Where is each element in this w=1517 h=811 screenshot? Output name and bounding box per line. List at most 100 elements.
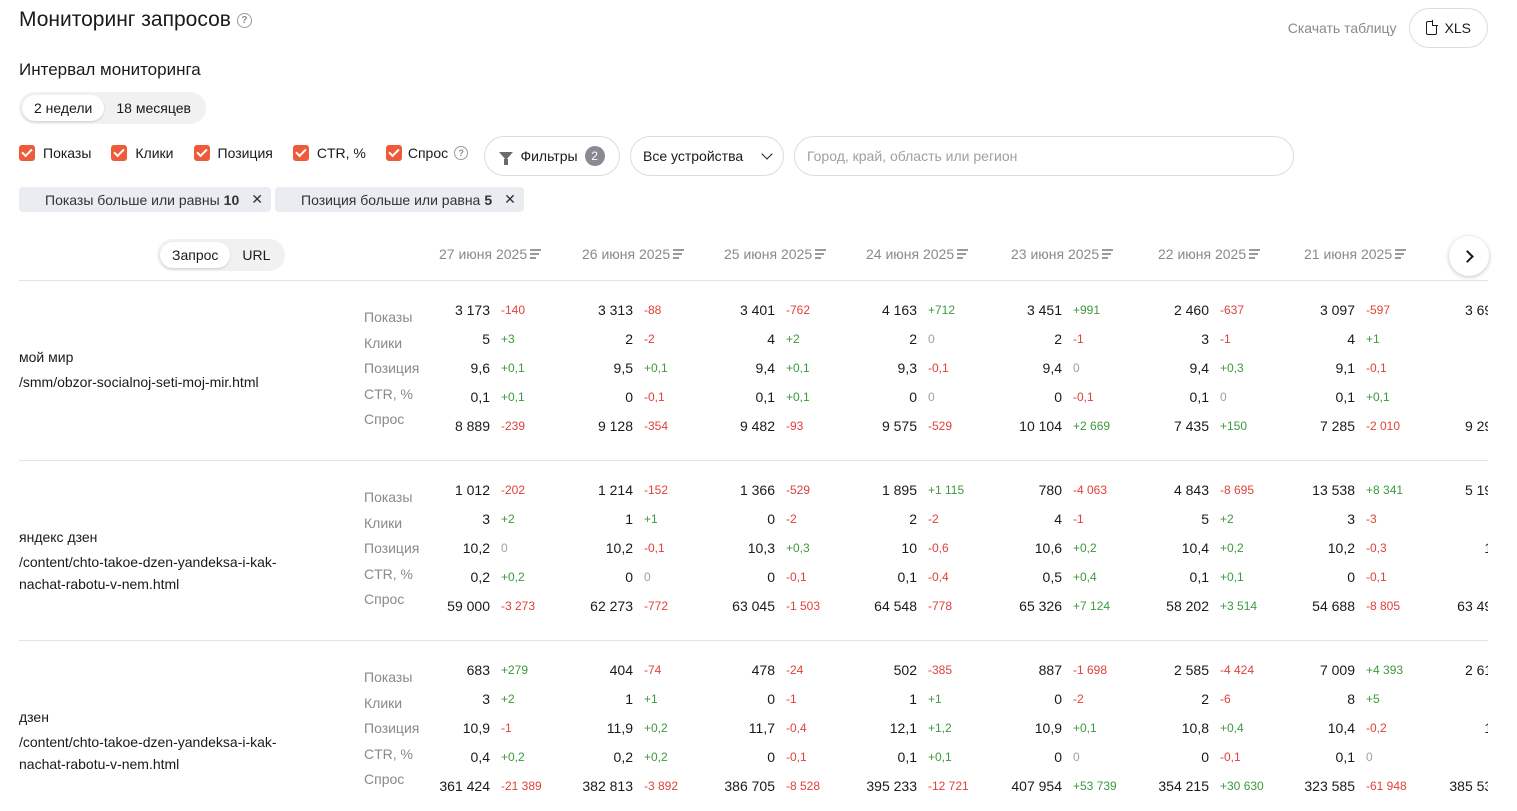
metric-value: 13 538 [1312, 482, 1355, 498]
metric-value: 10,6 [1034, 540, 1062, 556]
region-input[interactable] [794, 136, 1294, 176]
sort-icon[interactable] [815, 249, 827, 259]
page-title-text: Мониторинг запросов [19, 8, 231, 31]
query-url-line: /content/chto-takoe-dzen-yandeksa-i-kak- [19, 554, 277, 570]
metric-delta: -385 [928, 663, 953, 677]
date-column-header[interactable]: 24 июня 2025 [866, 246, 969, 262]
metric-value: 8 889 [454, 418, 490, 434]
next-page-button[interactable] [1449, 236, 1489, 276]
metric-delta: -2 [644, 332, 655, 346]
interval-option-18-months[interactable]: 18 месяцев [116, 100, 191, 116]
metric-value: 10,4 [1181, 540, 1209, 556]
filters-button[interactable]: Фильтры 2 [484, 136, 620, 176]
metric-delta: -778 [928, 599, 953, 613]
metric-value: 9 575 [881, 418, 917, 434]
help-icon[interactable]: ? [454, 146, 469, 160]
query-url[interactable]: /content/chto-takoe-dzen-yandeksa-i-kak-… [19, 551, 309, 595]
funnel-icon [499, 152, 514, 165]
date-column-header[interactable]: 21 июня 2025 [1304, 246, 1407, 262]
checkbox-position[interactable]: Позиция [193, 145, 273, 161]
sort-icon[interactable] [1249, 249, 1261, 259]
query-url[interactable]: /content/chto-takoe-dzen-yandeksa-i-kak-… [19, 731, 309, 775]
metric-value: 502 [893, 662, 917, 678]
download-table: Скачать таблицу XLS [1288, 8, 1488, 48]
metric-delta: -1 [501, 721, 512, 735]
metric-delta: -0,1 [644, 541, 665, 555]
checkbox-checked-icon[interactable] [111, 145, 128, 161]
checkbox-checked-icon[interactable] [19, 145, 35, 161]
sort-icon[interactable] [530, 249, 542, 259]
metric-delta: -21 389 [501, 779, 542, 793]
metric-delta: -88 [644, 303, 662, 317]
metric-delta: -140 [501, 303, 526, 317]
help-icon[interactable]: ? [236, 12, 252, 28]
metric-delta: 0 [1073, 750, 1080, 764]
metric-delta: -772 [644, 599, 669, 613]
metric-delta: +0,1 [1220, 570, 1244, 584]
query-name[interactable]: яндекс дзен [19, 529, 98, 545]
checkbox-clicks[interactable]: Клики [111, 145, 174, 161]
metric-delta: -3 273 [501, 599, 536, 613]
query-url[interactable]: /smm/obzor-socialnoj-seti-moj-mir.html [19, 371, 309, 393]
date-column-header[interactable]: 26 июня 2025 [582, 246, 685, 262]
close-icon[interactable]: ✕ [251, 191, 263, 207]
xls-download-button[interactable]: XLS [1408, 8, 1488, 48]
query-name[interactable]: дзен [19, 709, 49, 725]
metric-delta: -0,1 [1220, 750, 1241, 764]
metric-delta: +0,3 [1220, 361, 1244, 375]
metric-delta: -8 528 [786, 779, 821, 793]
mode-option-url[interactable]: URL [242, 247, 271, 263]
filter-chip-impressions: Показы больше или равны 10 ✕ [19, 187, 271, 212]
date-column-header[interactable]: 23 июня 2025 [1011, 246, 1114, 262]
metric-value: 10,9 [462, 720, 490, 736]
metric-value: 323 585 [1304, 778, 1355, 794]
interval-switch: 2 недели 18 месяцев [19, 92, 206, 124]
mode-option-query[interactable]: Запрос [160, 242, 231, 268]
metric-delta: +0,2 [1220, 541, 1244, 555]
sort-icon[interactable] [673, 249, 685, 259]
interval-option-2-weeks[interactable]: 2 недели [22, 95, 105, 121]
sort-icon[interactable] [957, 249, 969, 259]
date-label: 22 июня 2025 [1158, 246, 1247, 262]
metric-value: 0 [909, 389, 917, 405]
device-select-value: Все устройства [643, 148, 744, 164]
metric-value: 5 197 [1464, 482, 1488, 498]
metric-delta: -202 [501, 483, 526, 497]
sort-icon[interactable] [1395, 249, 1407, 259]
metric-value: 354 215 [1158, 778, 1209, 794]
date-column-header[interactable]: 25 июня 2025 [724, 246, 827, 262]
date-column-header[interactable]: 22 июня 2025 [1158, 246, 1261, 262]
metric-delta: -0,6 [928, 541, 949, 555]
checkbox-demand[interactable]: Спрос ? [385, 145, 469, 161]
metric-delta: -152 [644, 483, 669, 497]
metric-value: 9 482 [739, 418, 775, 434]
metric-delta: +279 [501, 663, 529, 677]
metric-value: 10 [1420, 540, 1488, 556]
checkbox-impressions[interactable]: Показы [19, 145, 91, 161]
close-icon[interactable]: ✕ [504, 191, 516, 207]
metric-label: Клики [364, 695, 403, 711]
metric-value: 0 [767, 511, 775, 527]
metric-delta: +3 514 [1220, 599, 1258, 613]
checkbox-checked-icon[interactable] [292, 145, 309, 161]
metric-value: 9 295 [1464, 418, 1488, 434]
metric-value: 62 273 [590, 598, 633, 614]
metric-value: 386 705 [724, 778, 775, 794]
metric-delta: +0,2 [644, 721, 668, 735]
metric-value: 2 [625, 331, 633, 347]
metric-label: Спрос [364, 411, 405, 427]
date-column-header[interactable]: 27 июня 2025 [439, 246, 542, 262]
metric-value: 0,1 [897, 569, 917, 585]
sort-icon[interactable] [1102, 249, 1114, 259]
checkbox-checked-icon[interactable] [193, 145, 210, 161]
query-name[interactable]: мой мир [19, 349, 74, 365]
checkbox-checked-icon[interactable] [385, 145, 402, 161]
metric-value: 3 [1201, 331, 1209, 347]
checkbox-label: Показы [43, 145, 92, 161]
metric-delta: -0,1 [1366, 570, 1387, 584]
device-select[interactable]: Все устройства [630, 136, 784, 176]
metric-delta: -0,4 [786, 721, 807, 735]
metric-delta: +0,4 [1220, 721, 1244, 735]
metric-value: 382 813 [582, 778, 633, 794]
checkbox-ctr[interactable]: CTR, % [292, 145, 366, 161]
